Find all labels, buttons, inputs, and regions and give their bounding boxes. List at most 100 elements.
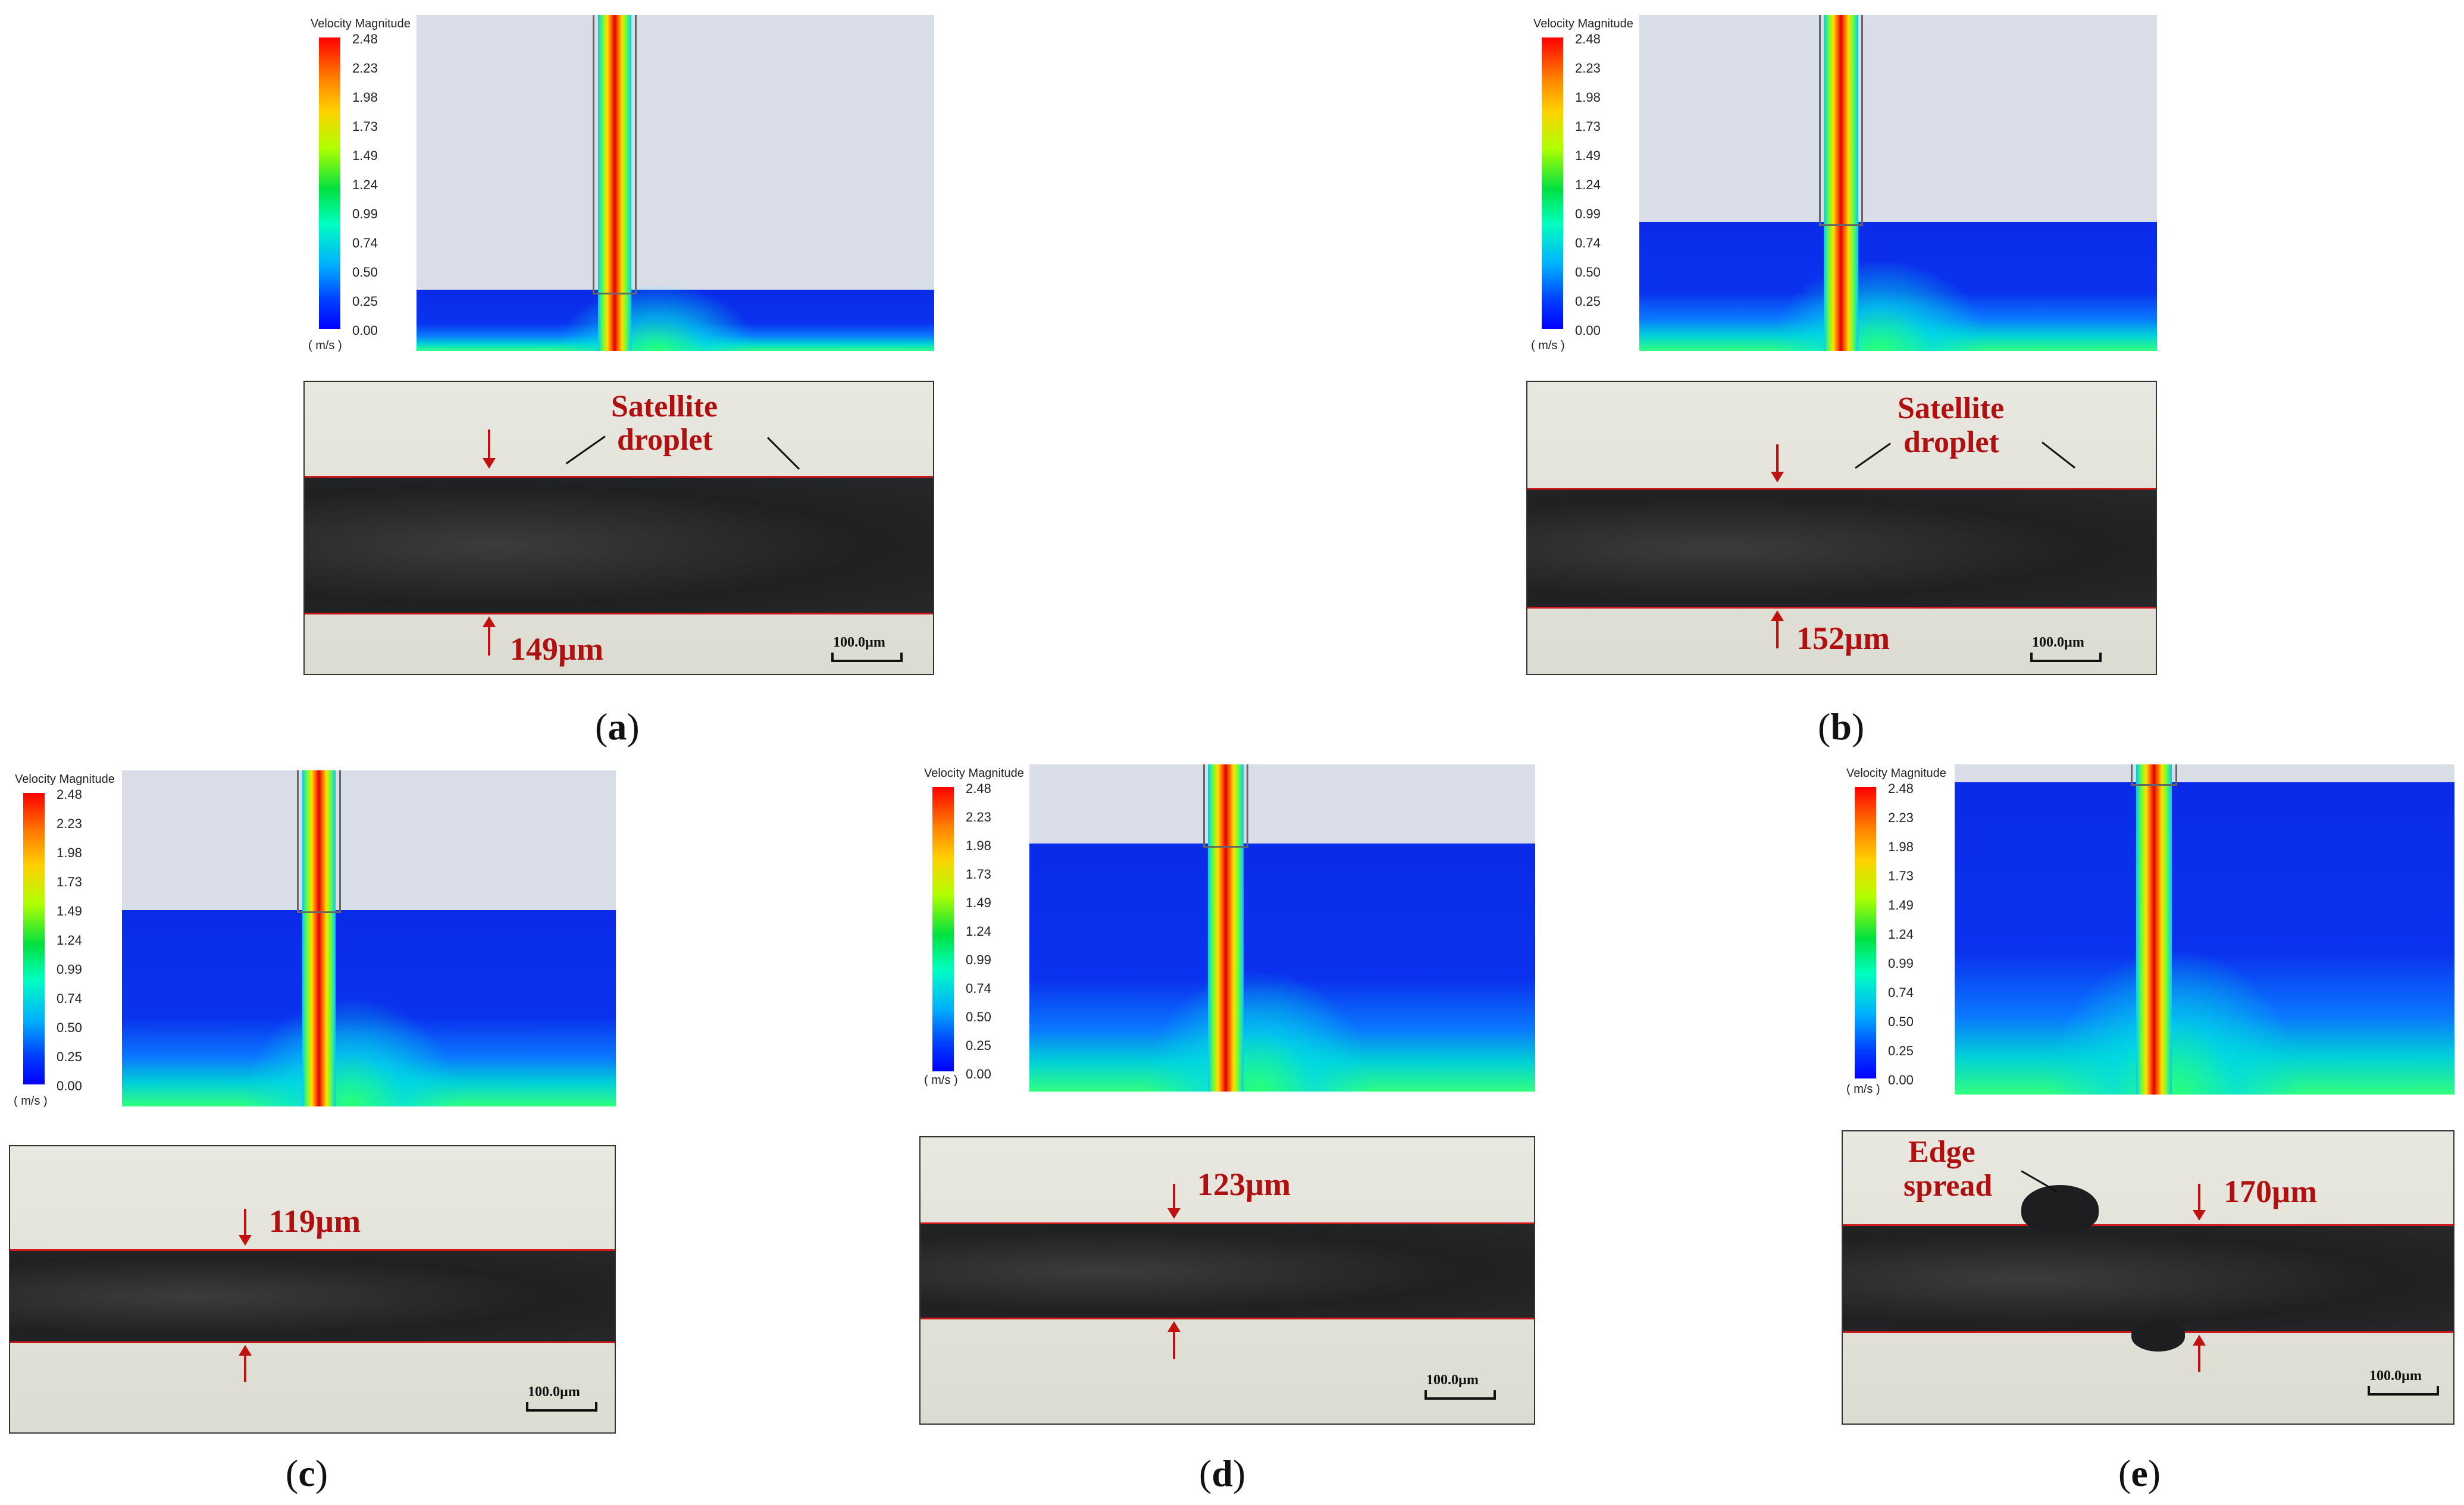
tick-label: 0.50: [1888, 1014, 1914, 1029]
scale-bar: [831, 653, 903, 662]
jet-core: [1824, 15, 1858, 351]
tick-label: 0.99: [1575, 206, 1601, 221]
caption-b: (b): [1818, 706, 1865, 748]
edge-spread-blob: [2021, 1185, 2099, 1233]
flow-domain: [1955, 764, 2454, 1095]
printed-line: [305, 477, 933, 614]
tick-label: 1.24: [1575, 177, 1601, 192]
leader-line: [565, 435, 606, 465]
edge-line-top: [10, 1249, 615, 1251]
arrow-up: [483, 616, 496, 656]
legend-unit: ( m/s ): [924, 1074, 958, 1087]
tick-label: 0.99: [966, 952, 991, 967]
tick-label: 0.74: [966, 981, 991, 996]
scale-label: 100.0µm: [2369, 1368, 2422, 1384]
tick-label: 1.49: [1888, 898, 1914, 913]
tick-label: 0.74: [352, 236, 378, 250]
edge-line-top: [305, 476, 933, 478]
legend-title: Velocity Magnitude: [1533, 17, 1633, 30]
scale-bar: [1424, 1390, 1496, 1400]
micrograph-e: Edge spread 170µm 100.0µm: [1842, 1130, 2454, 1425]
arrow-up: [239, 1345, 252, 1382]
tick-label: 0.99: [1888, 956, 1914, 971]
legend-unit: ( m/s ): [308, 339, 342, 352]
edge-line-bottom: [10, 1341, 615, 1343]
tick-label: 2.23: [57, 816, 82, 831]
flow-domain: [417, 15, 934, 351]
jet-spread: [2050, 952, 2300, 1095]
scale-label: 100.0µm: [528, 1384, 580, 1400]
tick-label: 0.00: [57, 1078, 82, 1093]
caption-e: (e): [2118, 1452, 2161, 1494]
legend-unit: ( m/s ): [1846, 1083, 1880, 1096]
legend-unit: ( m/s ): [1531, 339, 1565, 352]
tick-label: 1.73: [966, 867, 991, 882]
flow-domain: [1029, 764, 1535, 1092]
legend-title: Velocity Magnitude: [311, 17, 411, 30]
tick-label: 2.23: [966, 810, 991, 824]
simulation-e: Velocity Magnitude 2.48 2.23 1.98 1.73 1…: [1842, 764, 2454, 1098]
micrograph-b: Satellite droplet 152µm 100.0µm: [1526, 381, 2157, 675]
printed-line: [921, 1224, 1534, 1319]
tick-label: 0.99: [57, 962, 82, 977]
leader-line: [2042, 441, 2076, 469]
tick-label: 1.24: [352, 177, 378, 192]
tick-label: 2.23: [1888, 810, 1914, 825]
simulation-c: Velocity Magnitude 2.48 2.23 1.98 1.73 1…: [9, 770, 616, 1109]
tick-label: 1.49: [57, 904, 82, 918]
tick-label: 1.73: [57, 874, 82, 889]
jet-core: [302, 770, 336, 1106]
edge-line-top: [921, 1222, 1534, 1224]
tick-label: 1.49: [1575, 148, 1601, 163]
arrow-up: [1771, 610, 1784, 648]
colorbar: [1855, 787, 1876, 1078]
jet-spread: [1773, 262, 1987, 351]
simulation-d: Velocity Magnitude 2.48 2.23 1.98 1.73 1…: [919, 764, 1535, 1095]
simulation-b: Velocity Magnitude 2.48 2.23 1.98 1.73 1…: [1526, 15, 2157, 354]
legend-title: Velocity Magnitude: [1846, 767, 1946, 780]
tick-label: 0.00: [1575, 323, 1601, 338]
printed-line: [1843, 1225, 2453, 1332]
width-measurement: 149µm: [510, 631, 604, 667]
colorbar: [1542, 37, 1563, 329]
tick-label: 0.25: [352, 294, 378, 309]
tick-label: 1.73: [1575, 119, 1601, 134]
tick-label: 1.49: [966, 895, 991, 910]
tick-label: 0.00: [352, 323, 378, 338]
tick-label: 0.25: [57, 1049, 82, 1064]
tick-label: 0.25: [966, 1038, 991, 1053]
caption-a: (a): [595, 706, 640, 748]
caption-c: (c): [286, 1452, 328, 1494]
tick-label: 2.23: [352, 61, 378, 76]
tick-label: 1.98: [1888, 839, 1914, 854]
micrograph-a: Satellite droplet 149µm 100.0µm: [303, 381, 934, 675]
tick-label: 2.48: [1575, 32, 1601, 46]
tick-label: 0.00: [966, 1067, 991, 1081]
scale-label: 100.0µm: [1426, 1372, 1479, 1388]
jet-spread: [1145, 973, 1372, 1092]
leader-line: [1855, 443, 1891, 469]
width-measurement: 123µm: [1197, 1167, 1291, 1202]
arrow-up: [1167, 1321, 1181, 1359]
scale-bar: [2368, 1386, 2439, 1396]
scale-label: 100.0µm: [833, 635, 885, 650]
tick-label: 1.98: [966, 838, 991, 853]
jet-core: [598, 15, 631, 351]
edge-line-top: [1843, 1224, 2453, 1226]
nozzle: [593, 15, 637, 294]
tick-label: 0.74: [1888, 985, 1914, 1000]
tick-label: 1.98: [57, 845, 82, 860]
tick-label: 0.50: [352, 265, 378, 280]
colorbar: [932, 787, 954, 1071]
leader-line: [766, 437, 800, 470]
spread-label: spread: [1903, 1169, 1993, 1203]
tick-label: 1.73: [352, 119, 378, 134]
jet-core: [1208, 764, 1244, 1092]
tick-label: 2.48: [352, 32, 378, 46]
flow-domain: [1639, 15, 2157, 351]
width-measurement: 119µm: [269, 1203, 361, 1239]
edge-line-top: [1527, 488, 2156, 490]
tick-label: 0.74: [1575, 236, 1601, 250]
jet-spread: [244, 999, 458, 1106]
width-measurement: 170µm: [2224, 1174, 2318, 1209]
